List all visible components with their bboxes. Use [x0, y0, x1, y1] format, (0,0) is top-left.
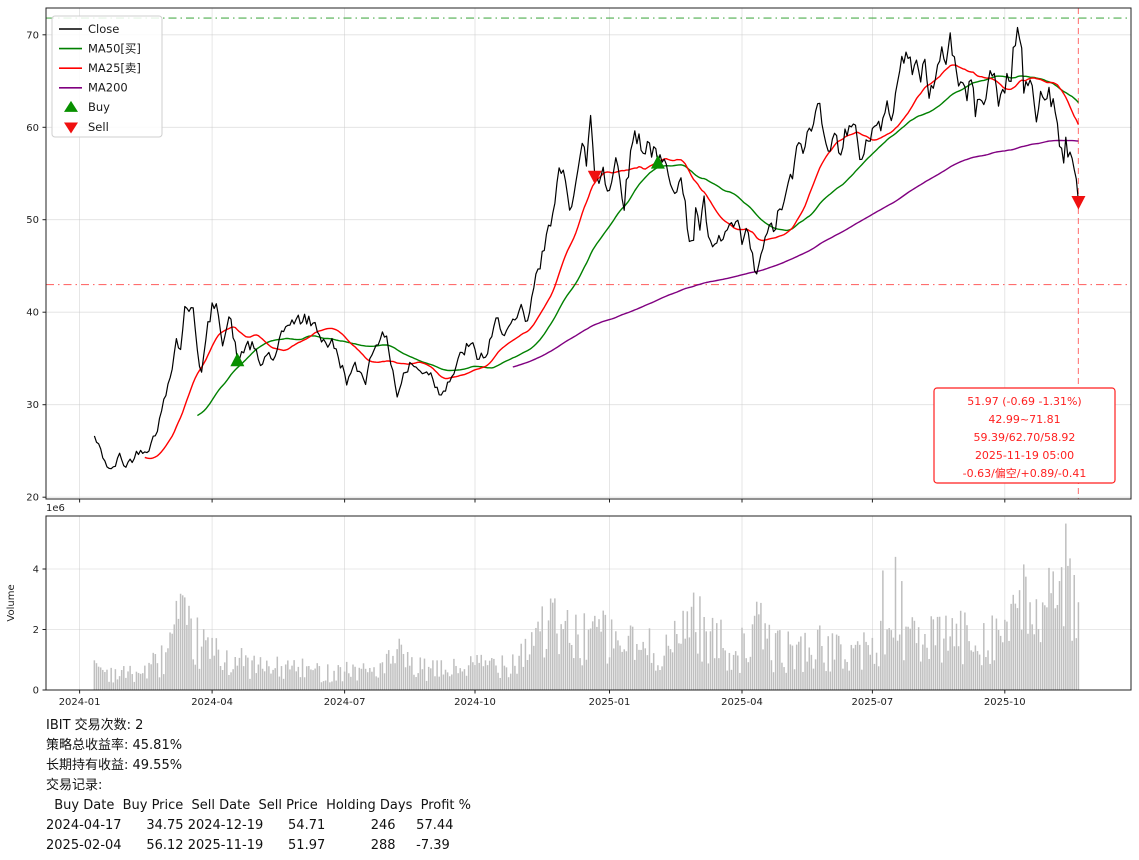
x-tick-label: 2025-10: [984, 697, 1026, 708]
x-tick-label: 2025-07: [852, 697, 894, 708]
x-tick-label: 2024-10: [454, 697, 496, 708]
legend-label: MA50[买]: [88, 41, 141, 55]
legend-box: [51, 15, 163, 138]
buy-marker-swatch: [64, 100, 78, 112]
volume-bars: [93, 523, 1080, 690]
price-tick-label: 50: [26, 215, 39, 226]
trade-table-row: 2025-02-04 56.12 2025-11-19 51.97 288 -7…: [46, 838, 450, 853]
info-line: 59.39/62.70/58.92: [974, 431, 1076, 444]
legend: Close MA50[买] MA25[卖] MA200 Buy Sell: [51, 15, 163, 138]
legend-label: Sell: [88, 120, 109, 134]
x-tick-label: 2025-04: [721, 697, 763, 708]
x-tick-label: 2024-01: [59, 697, 101, 708]
price-tick-label: 20: [26, 493, 39, 504]
report-trade-count: IBIT 交易次数: 2: [46, 718, 144, 733]
gridlines: [46, 8, 1131, 691]
report-records-label: 交易记录:: [46, 778, 103, 793]
info-line: 51.97 (-0.69 -1.31%): [967, 395, 1081, 408]
legend-label: MA200: [88, 81, 128, 95]
price-tick-label: 60: [26, 123, 39, 134]
ma50-line: [197, 75, 1079, 417]
volume-tick-label: 2: [33, 625, 39, 636]
volume-tick-label: 0: [33, 686, 39, 697]
legend-label: Close: [88, 22, 119, 36]
annotation: 51.97 (-0.69 -1.31%) 42.99~71.81 59.39/62.…: [933, 387, 1116, 484]
series-lines: [93, 26, 1080, 470]
volume-axis-label: Volume: [6, 584, 17, 621]
info-line: 42.99~71.81: [988, 413, 1060, 426]
report-strategy-return: 策略总收益率: 45.81%: [46, 738, 183, 753]
price-tick-label: 30: [26, 400, 39, 411]
price-tick-label: 40: [26, 308, 39, 319]
volume-tick-label: 4: [33, 565, 39, 576]
sell-marker: [1071, 196, 1086, 210]
buy-marker: [650, 155, 665, 169]
reference-lines: [46, 17, 1131, 286]
info-box: [933, 387, 1116, 484]
info-line: -0.63/偏空/+0.89/-0.41: [963, 466, 1087, 480]
x-tick-label: 2025-01: [589, 697, 631, 708]
x-tick-label: 2024-07: [324, 697, 366, 708]
price-panel-frame: [45, 7, 1132, 500]
legend-label: MA25[卖]: [88, 61, 141, 75]
ma25-line: [144, 64, 1080, 460]
ma200-line: [512, 139, 1079, 368]
volume-scale-label: 1e6: [46, 503, 65, 514]
price-volume-chart: 2024-01 2024-04 2024-07 2024-10 2025-01 2025-…: [6, 7, 1132, 708]
close-line: [93, 26, 1079, 470]
sell-marker: [587, 170, 602, 185]
price-tick-label: 70: [26, 30, 39, 41]
sell-marker-swatch: [64, 122, 78, 134]
info-line: 2025-11-19 05:00: [975, 449, 1074, 462]
x-tick-label: 2024-04: [191, 697, 233, 708]
report-hold-return: 长期持有收益: 49.55%: [46, 758, 183, 773]
buy-marker: [230, 352, 245, 367]
trade-markers: [230, 155, 1086, 367]
strategy-report: IBIT 交易次数: 2 策略总收益率: 45.81% 长期持有收益: 49.5…: [0, 712, 1139, 856]
axes: 2024-01 2024-04 2024-07 2024-10 2025-01 2025-…: [6, 7, 1132, 708]
legend-label: Buy: [88, 100, 110, 114]
trade-table-row: 2024-04-17 34.75 2024-12-19 54.71 246 57…: [46, 818, 454, 833]
volume-panel-frame: [45, 515, 1132, 691]
trade-table-header: Buy Date Buy Price Sell Date Sell Price …: [46, 798, 472, 813]
